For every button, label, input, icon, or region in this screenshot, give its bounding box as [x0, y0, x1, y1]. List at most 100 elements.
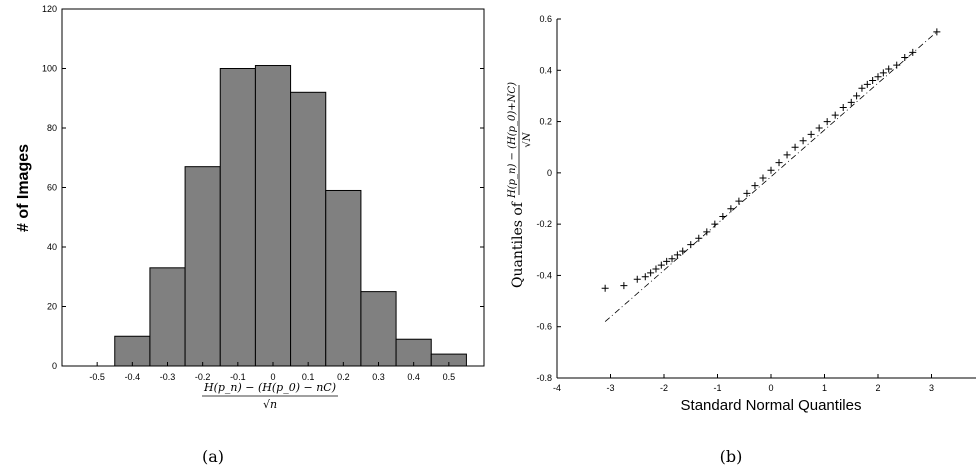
histogram-y-tick-label: 0 — [52, 361, 57, 371]
qq-x-tick-label: -4 — [553, 383, 561, 393]
histogram-y-tick-label: 100 — [42, 64, 57, 74]
qq-y-label-prefix: Quantiles of — [510, 200, 526, 288]
qq-point — [858, 84, 866, 92]
qq-x-tick-label: 3 — [929, 383, 934, 393]
qq-point — [933, 28, 941, 36]
qq-y-tick-label: -0.4 — [536, 270, 552, 280]
qq-point — [807, 130, 815, 138]
qq-x-tick-label: -1 — [713, 383, 721, 393]
histogram-bar — [149, 267, 186, 367]
histogram-y-label: # of Images — [15, 144, 32, 232]
qq-y-tick-label: 0.2 — [539, 117, 552, 127]
qq-point — [909, 48, 917, 56]
histogram-y-tick-label: 80 — [47, 123, 57, 133]
qq-x-ticks: -4 -3 -2 -1 0 1 2 3 — [553, 374, 934, 393]
qq-y-tick-label: -0.2 — [536, 219, 552, 229]
qq-point — [874, 73, 882, 81]
histogram-x-tick-label: -0.3 — [160, 372, 176, 382]
qq-point — [893, 61, 901, 69]
qq-point — [620, 282, 628, 290]
right-caption: (b) — [720, 447, 743, 466]
qq-y-label: Quantiles of H(p_n) − (H(p_0)+NC) √N — [507, 82, 533, 288]
qq-point — [668, 255, 676, 263]
qq-point — [601, 284, 609, 292]
qq-point — [879, 69, 887, 77]
qq-point — [647, 269, 655, 277]
histogram-bar — [360, 291, 397, 367]
histogram-x-ticks: -0.5 -0.4 -0.3 -0.2 -0.1 0 0.1 0.2 0.3 0.4 0.5 — [89, 362, 455, 382]
qq-x-label: Standard Normal Quantiles — [681, 397, 862, 414]
qq-point — [743, 189, 751, 197]
qq-point — [815, 124, 823, 132]
histogram-y-ticks: 0 20 40 60 80 100 120 — [42, 4, 484, 371]
histogram-x-tick-label: 0.1 — [302, 372, 315, 382]
histogram-bar — [254, 65, 292, 367]
histogram-bar — [395, 338, 432, 367]
histogram-x-label-denominator: √n — [263, 398, 277, 411]
qq-point — [901, 53, 909, 61]
histogram-y-tick-label: 20 — [47, 302, 57, 312]
histogram-y-tick-label: 120 — [42, 4, 57, 14]
qq-reference-line — [604, 31, 938, 322]
histogram-x-tick-label: -0.4 — [125, 372, 141, 382]
qq-x-tick-label: 2 — [875, 383, 880, 393]
qq-x-tick-label: 1 — [822, 383, 827, 393]
qq-point — [847, 98, 855, 106]
qq-y-ticks: -0.8 -0.6 -0.4 -0.2 0 0.2 0.4 0.6 — [536, 14, 561, 383]
left-caption: (a) — [202, 447, 224, 466]
qq-point — [799, 137, 807, 145]
histogram-x-tick-label: 0.5 — [443, 372, 456, 382]
qq-point — [657, 261, 665, 269]
qq-point — [783, 151, 791, 159]
qq-y-tick-label: -0.8 — [536, 373, 552, 383]
qq-point — [759, 174, 767, 182]
histogram-bar — [325, 189, 362, 367]
qq-point — [767, 166, 775, 174]
histogram-x-label-numerator: H(p_n) − (H(p_0) − nC) — [203, 381, 336, 394]
histogram-y-tick-label: 40 — [47, 242, 57, 252]
qq-point — [663, 257, 671, 265]
qq-y-tick-label: 0.4 — [539, 65, 552, 75]
histogram-x-tick-label: -0.1 — [230, 372, 246, 382]
qq-point — [641, 273, 649, 281]
histogram-x-tick-label: 0 — [270, 372, 275, 382]
histogram-x-tick-label: 0.2 — [337, 372, 350, 382]
qq-point — [839, 103, 847, 111]
histogram-bar — [219, 68, 256, 367]
histogram-y-tick-label: 60 — [47, 183, 57, 193]
qq-point — [679, 247, 687, 255]
qq-point — [687, 241, 695, 249]
histogram-bars — [114, 65, 467, 367]
qq-x-tick-label: -2 — [660, 383, 668, 393]
qq-x-tick-label: -3 — [606, 383, 614, 393]
qq-y-tick-label: -0.6 — [536, 322, 552, 332]
histogram-bar — [114, 335, 151, 367]
histogram-x-tick-label: 0.4 — [407, 372, 420, 382]
histogram-chart: -0.5 -0.4 -0.3 -0.2 -0.1 0 0.1 0.2 0.3 0.4 0.5 0 20… — [15, 4, 485, 411]
qq-points — [601, 28, 941, 292]
qq-point — [751, 182, 759, 190]
qq-y-label-denominator: √N — [522, 131, 533, 147]
qq-point — [652, 265, 660, 273]
histogram-x-tick-label: -0.5 — [89, 372, 105, 382]
qq-plot-chart: -4 -3 -2 -1 0 1 2 3 -0.8-0.6-0.4-0.200.20.40.6 … — [507, 14, 976, 414]
qq-point — [727, 205, 735, 213]
histogram-bar — [184, 166, 221, 367]
qq-point — [735, 197, 743, 205]
histogram-x-tick-label: 0.3 — [372, 372, 385, 382]
qq-point — [719, 212, 727, 220]
qq-point — [869, 77, 877, 85]
qq-point — [633, 275, 641, 283]
histogram-x-tick-label: -0.2 — [195, 372, 211, 382]
qq-point — [885, 65, 893, 73]
qq-point — [863, 80, 871, 88]
qq-point — [711, 220, 719, 228]
qq-y-tick-label: 0.6 — [539, 14, 552, 24]
histogram-bar — [290, 91, 327, 367]
qq-y-label-numerator: H(p_n) − (H(p_0)+NC) — [507, 82, 518, 199]
qq-point — [703, 228, 711, 236]
qq-point — [695, 234, 703, 242]
qq-point — [775, 159, 783, 167]
qq-x-tick-label: 0 — [768, 383, 773, 393]
